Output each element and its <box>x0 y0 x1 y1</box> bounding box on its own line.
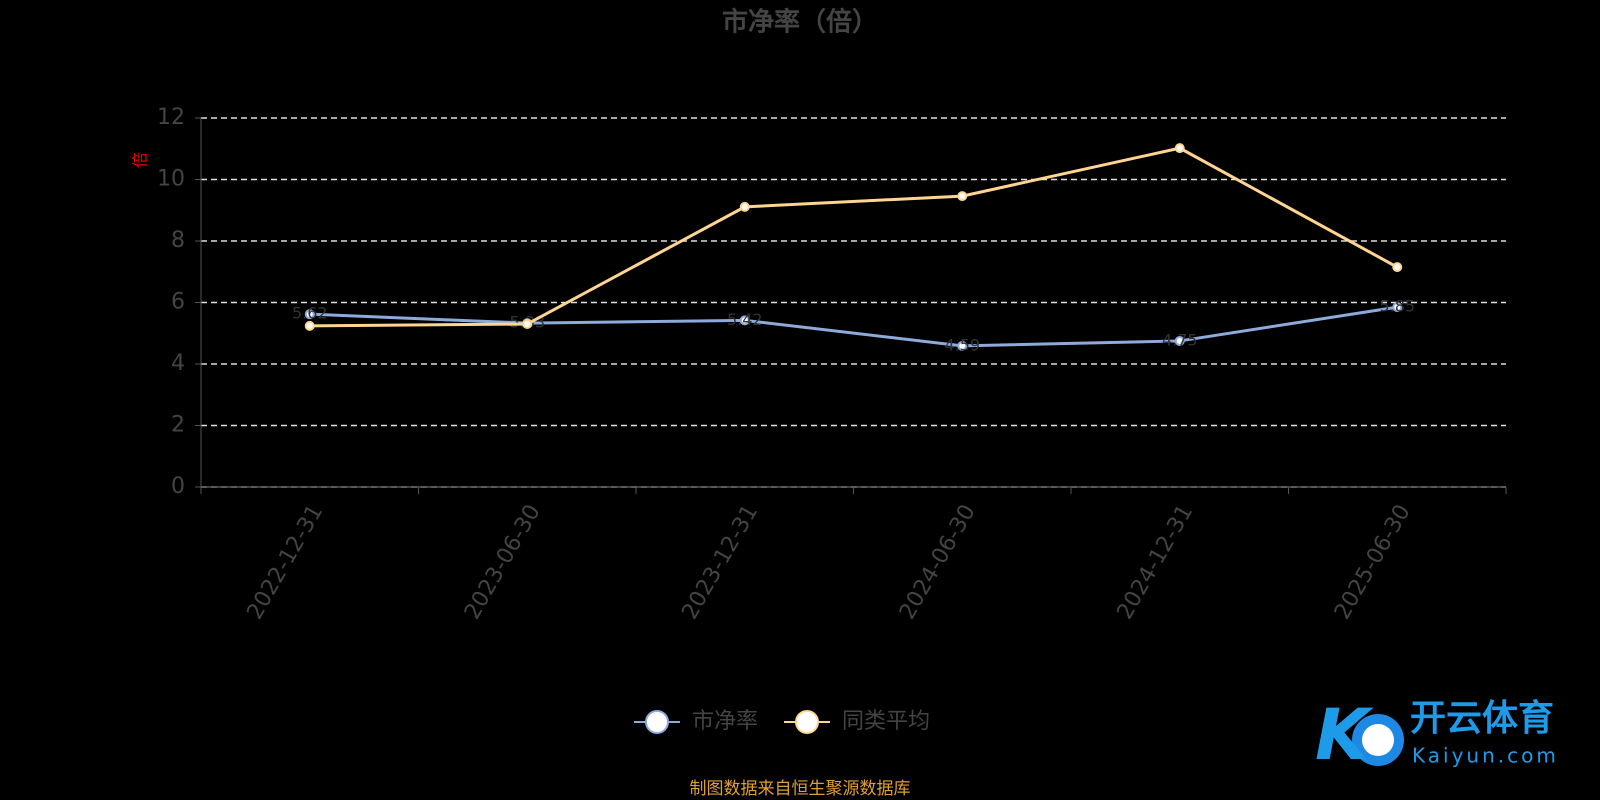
data-point <box>1392 302 1403 313</box>
data-point <box>739 201 750 212</box>
data-point <box>957 191 968 202</box>
series-line <box>309 305 1398 348</box>
chart-title: 市净率（倍） <box>722 7 878 38</box>
data-point <box>739 315 750 326</box>
data-point <box>1392 262 1403 273</box>
data-point <box>957 340 968 351</box>
source-note: 制图数据来自恒生聚源数据库 <box>690 779 911 799</box>
y-axis-label: 倍 <box>131 152 150 168</box>
logo-k: K <box>1315 694 1374 776</box>
legend-marker <box>645 710 669 734</box>
y-tick-label: 2 <box>171 413 185 438</box>
watermark-site: Kaiyun.com <box>1412 744 1559 768</box>
data-point <box>1174 143 1185 154</box>
y-tick-label: 8 <box>171 228 185 253</box>
legend-label: 同类平均 <box>842 709 930 734</box>
data-point <box>304 320 315 331</box>
data-label: 5.42 <box>727 310 763 329</box>
y-tick-label: 10 <box>157 167 185 192</box>
data-label: 4.59 <box>944 335 980 354</box>
data-point <box>1174 335 1185 346</box>
y-tick-label: 12 <box>157 105 185 130</box>
series-line <box>309 146 1398 328</box>
watermark-name: 开云体育 <box>1410 698 1554 739</box>
y-tick-label: 6 <box>171 290 185 315</box>
data-point <box>304 309 315 320</box>
legend-label: 市净率 <box>692 709 758 734</box>
data-label: 4.75 <box>1162 330 1198 349</box>
y-tick-label: 4 <box>171 351 185 376</box>
data-point <box>522 319 533 330</box>
logo-ball <box>1362 724 1394 756</box>
data-label: 5.62 <box>292 304 328 323</box>
data-label: 5.85 <box>1379 297 1415 316</box>
watermark: K 开云体育 Kaiyun.com <box>1315 694 1559 776</box>
y-tick-label: 0 <box>171 474 185 499</box>
legend-marker <box>795 710 819 734</box>
